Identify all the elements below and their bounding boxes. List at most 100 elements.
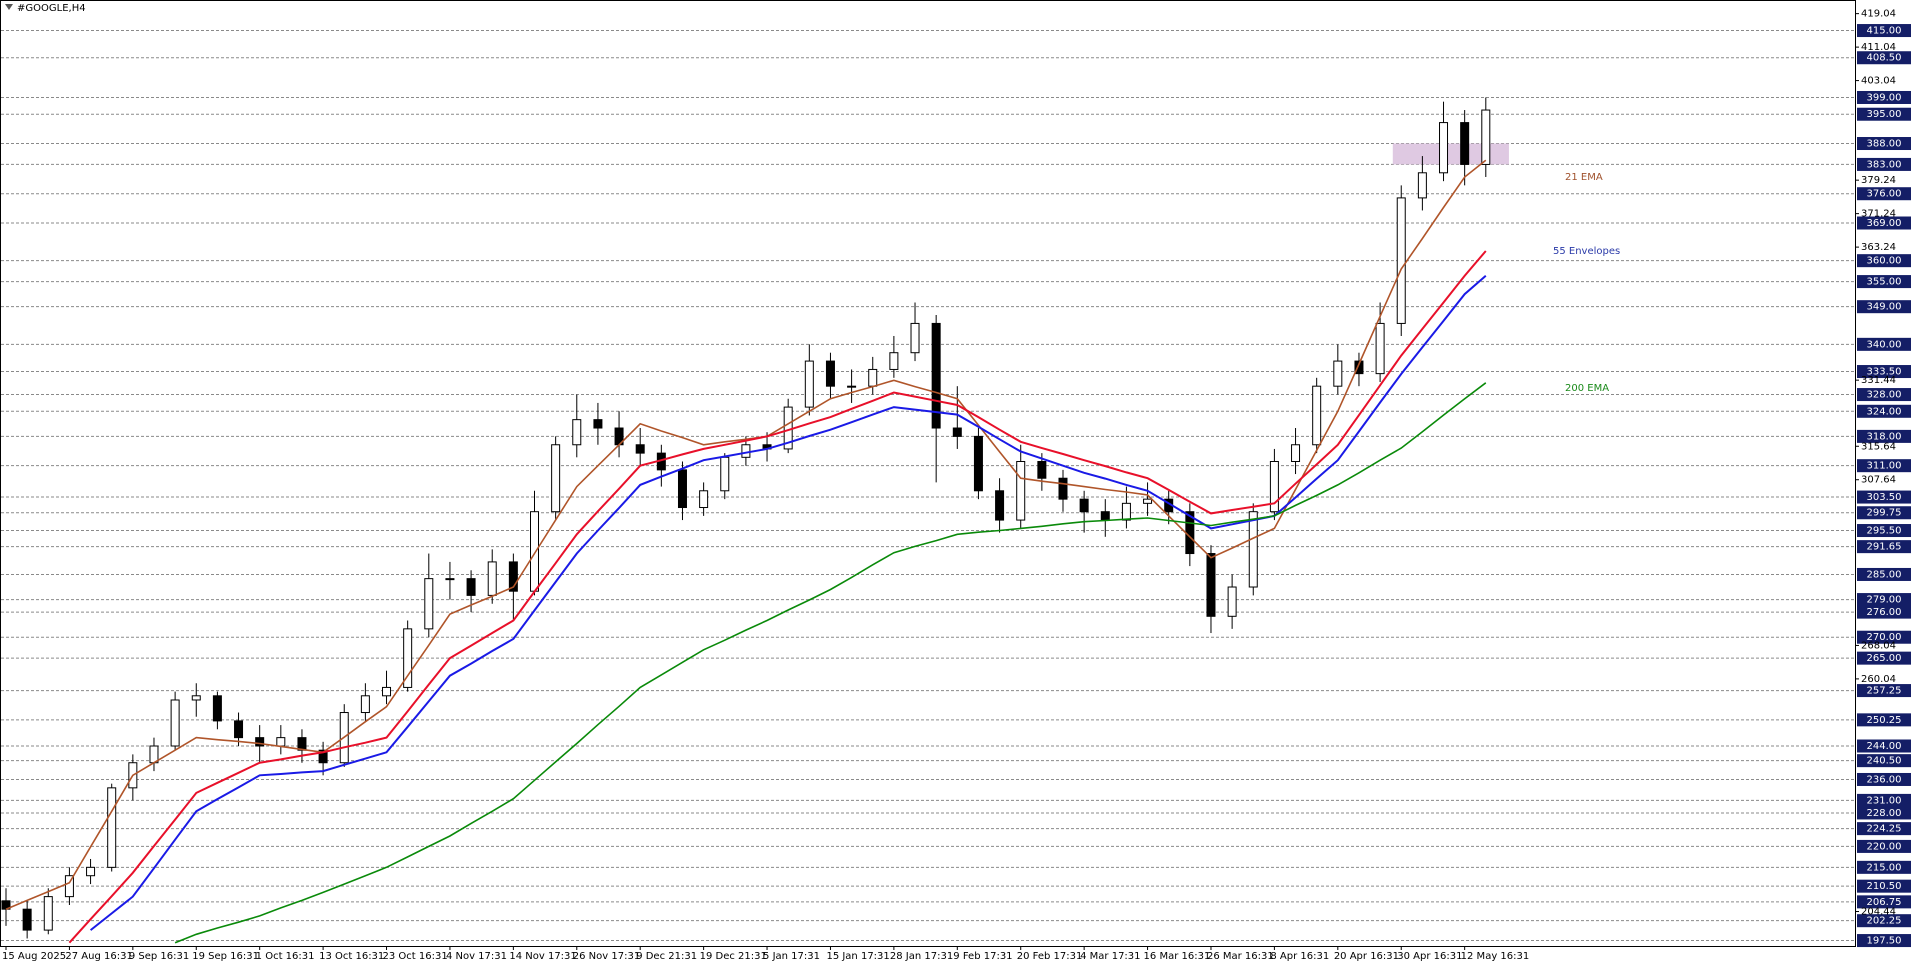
x-tick-label: 20 Feb 17:31 xyxy=(1017,951,1083,962)
level-label: 299.75 xyxy=(1867,508,1902,519)
x-tick-label: 19 Sep 16:31 xyxy=(192,951,259,962)
level-label-box xyxy=(1857,540,1911,554)
level-label: 383.00 xyxy=(1867,159,1902,170)
candle-body xyxy=(995,490,1005,521)
x-tick-label: 20 Apr 16:31 xyxy=(1334,951,1399,962)
candle-body xyxy=(868,368,878,387)
candle-body xyxy=(720,456,730,492)
level-label: 279.00 xyxy=(1867,595,1902,606)
level-label: 206.75 xyxy=(1867,897,1902,908)
level-label-box xyxy=(1857,429,1911,443)
candle-body xyxy=(234,720,244,739)
level-label-box xyxy=(1857,404,1911,418)
level-label-box xyxy=(1857,51,1911,65)
x-tick-label: 16 Mar 16:31 xyxy=(1144,951,1211,962)
indicator-label: 55 Envelopes xyxy=(1553,246,1620,257)
level-label: 285.00 xyxy=(1867,569,1902,580)
level-label-box xyxy=(1857,822,1911,836)
level-label: 328.00 xyxy=(1867,390,1902,401)
candle-body xyxy=(1206,553,1216,617)
candle-body xyxy=(1269,460,1279,513)
candle-body xyxy=(952,427,962,437)
level-label: 228.00 xyxy=(1867,808,1902,819)
candle-body xyxy=(1016,460,1026,521)
level-label-box xyxy=(1857,90,1911,104)
candle-body xyxy=(1333,360,1343,387)
level-label: 240.50 xyxy=(1867,756,1902,767)
level-label: 349.00 xyxy=(1867,302,1902,313)
level-label-box xyxy=(1857,739,1911,753)
indicator-label: 200 EMA xyxy=(1565,383,1609,394)
x-tick-label: 26 Mar 16:31 xyxy=(1207,951,1274,962)
x-tick-label: 4 Nov 17:31 xyxy=(446,951,507,962)
candle-body xyxy=(1375,322,1385,375)
y-tick-label: 379.24 xyxy=(1861,175,1896,186)
level-label-box xyxy=(1857,157,1911,171)
candle-body xyxy=(741,444,751,458)
level-label: 369.00 xyxy=(1867,218,1902,229)
candle-body xyxy=(1143,498,1153,504)
level-label-box xyxy=(1857,506,1911,520)
level-label: 303.50 xyxy=(1867,492,1902,503)
level-label: 276.00 xyxy=(1867,607,1902,618)
x-tick-label: 8 Apr 16:31 xyxy=(1270,951,1329,962)
level-label: 333.50 xyxy=(1867,367,1902,378)
x-tick-label: 1 Oct 16:31 xyxy=(256,951,315,962)
candle-body xyxy=(1079,498,1089,513)
x-tick-label: 9 Dec 21:31 xyxy=(636,951,697,962)
y-tick-label: 204.44 xyxy=(1861,907,1896,918)
x-tick-label: 30 Apr 16:31 xyxy=(1397,951,1462,962)
level-label-box xyxy=(1857,839,1911,853)
level-label-box xyxy=(1857,860,1911,874)
candle-body xyxy=(1100,511,1110,521)
candle-body xyxy=(847,385,857,388)
candle-body xyxy=(318,749,328,764)
candle-body xyxy=(889,352,899,370)
level-label-box xyxy=(1857,459,1911,473)
level-label-box xyxy=(1857,216,1911,230)
level-label-box xyxy=(1857,275,1911,289)
level-label: 318.00 xyxy=(1867,431,1902,442)
candle-body xyxy=(1037,460,1047,479)
chart-title: #GOOGLE,H4 xyxy=(17,3,86,14)
level-label: 291.65 xyxy=(1867,542,1902,553)
level-label: 324.00 xyxy=(1867,406,1902,417)
level-label: 376.00 xyxy=(1867,189,1902,200)
level-label-box xyxy=(1857,490,1911,504)
level-label-box xyxy=(1857,365,1911,379)
y-tick-label: 315.64 xyxy=(1861,441,1896,452)
level-label: 360.00 xyxy=(1867,256,1902,267)
candle-body xyxy=(487,561,497,596)
y-tick-label: 363.24 xyxy=(1861,242,1896,253)
x-tick-label: 26 Nov 17:31 xyxy=(573,951,640,962)
indicator-label: 21 EMA xyxy=(1565,172,1603,183)
candle-body xyxy=(64,875,74,898)
candle-body xyxy=(593,419,603,429)
level-label-box xyxy=(1857,806,1911,820)
x-tick-label: 5 Jan 17:31 xyxy=(763,951,820,962)
candle-body xyxy=(1291,444,1301,462)
level-label: 270.00 xyxy=(1867,632,1902,643)
indicator-line xyxy=(68,250,1487,944)
y-tick-label: 260.04 xyxy=(1861,674,1896,685)
level-label-box xyxy=(1857,187,1911,201)
level-label-box xyxy=(1857,593,1911,607)
level-label-box xyxy=(1857,713,1911,727)
candle-body xyxy=(1417,172,1427,199)
candle-body xyxy=(973,435,983,492)
level-label-box xyxy=(1857,300,1911,314)
level-label-box xyxy=(1857,684,1911,698)
zone xyxy=(1392,143,1509,165)
y-tick-label: 268.04 xyxy=(1861,640,1896,651)
candle-body xyxy=(1396,197,1406,324)
candle-body xyxy=(1481,109,1491,165)
level-label-box xyxy=(1857,630,1911,644)
candle-body xyxy=(1439,122,1449,174)
level-label: 231.00 xyxy=(1867,795,1902,806)
level-label: 202.25 xyxy=(1867,916,1902,927)
level-label-box xyxy=(1857,524,1911,538)
level-label-box xyxy=(1857,651,1911,665)
candle-body xyxy=(931,322,941,429)
indicator-line xyxy=(5,159,1487,910)
